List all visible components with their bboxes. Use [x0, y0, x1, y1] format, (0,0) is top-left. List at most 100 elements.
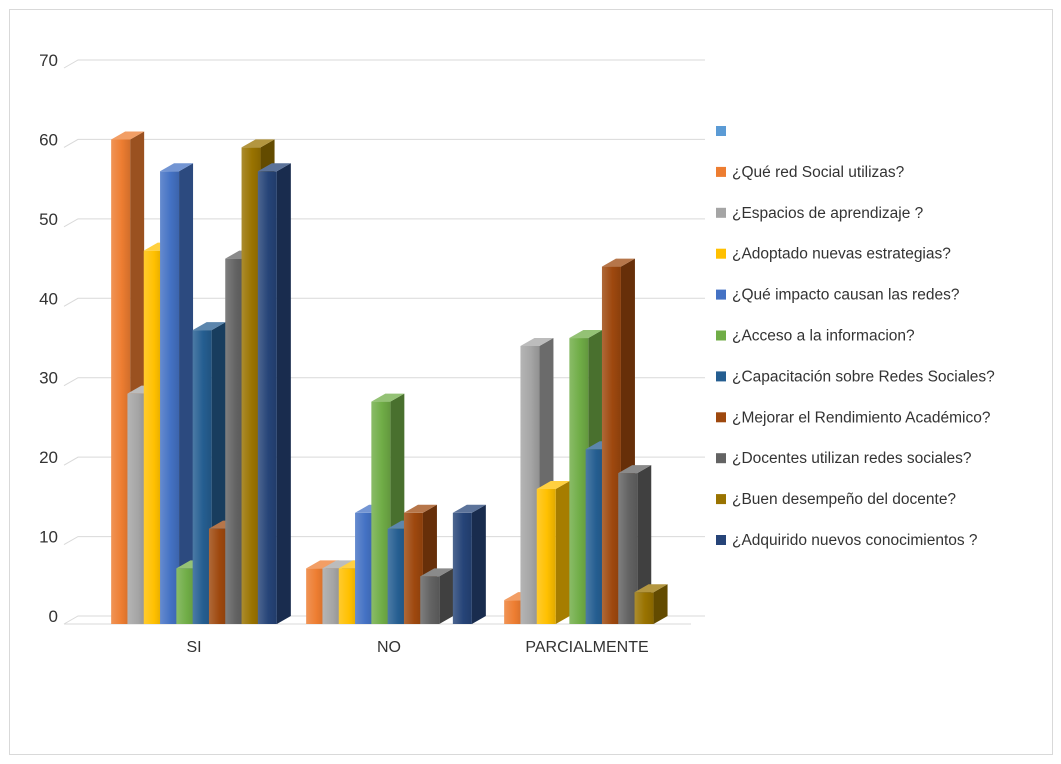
- bar-top: [322, 560, 356, 569]
- gridline: [63, 218, 705, 228]
- bar-front: [403, 512, 423, 624]
- bar-front: [585, 449, 605, 624]
- bar-front: [225, 258, 245, 624]
- gridline: [63, 615, 705, 625]
- legend: ¿Qué red Social utilizas? ¿Espacios de ap…: [716, 126, 995, 549]
- bar: [536, 480, 570, 624]
- y-axis: 0 10 20 30 40 50 60 70: [39, 51, 58, 626]
- bar: [160, 163, 194, 624]
- legend-item: ¿Acceso a la informacion?: [716, 328, 915, 345]
- bar-top: [241, 139, 275, 148]
- legend-label: ¿Adquirido nuevos conocimientos ?: [732, 532, 978, 549]
- bar-front: [634, 592, 654, 624]
- x-tick-label: NO: [377, 639, 401, 656]
- bar-side: [276, 163, 291, 624]
- bar-front: [111, 139, 131, 624]
- bar-front: [306, 568, 326, 624]
- bar-front: [322, 568, 342, 624]
- legend-label: ¿Espacios de aprendizaje ?: [732, 205, 924, 222]
- bar-top: [403, 504, 437, 513]
- bar: [618, 465, 652, 624]
- y-tick-label: 60: [39, 130, 58, 149]
- y-tick-label: 70: [39, 51, 58, 70]
- legend-item: ¿Qué impacto causan las redes?: [716, 287, 960, 304]
- legend-item: ¿Qué red Social utilizas?: [716, 164, 905, 181]
- bar-top: [634, 584, 668, 593]
- bar-top: [520, 338, 554, 346]
- legend-label: ¿Adoptado nuevas estrategias?: [732, 246, 951, 263]
- legend-swatch: [716, 412, 726, 423]
- bar-front: [257, 171, 277, 624]
- x-tick-label: PARCIALMENTE: [525, 639, 648, 656]
- bar-front: [160, 171, 180, 624]
- y-tick-label: 20: [39, 448, 58, 467]
- legend-label: ¿Capacitación sobre Redes Sociales?: [732, 368, 995, 385]
- y-tick-label: 10: [39, 528, 58, 547]
- bar-front: [618, 473, 638, 624]
- bar-front: [143, 250, 163, 624]
- legend-swatch: [716, 289, 726, 300]
- legend-item: ¿Adoptado nuevas estrategias?: [716, 246, 951, 263]
- bar-front: [536, 488, 556, 624]
- gridline: [63, 297, 705, 307]
- legend-item: [716, 126, 726, 136]
- legend-swatch: [716, 453, 726, 464]
- bar-front: [127, 393, 147, 624]
- bar: [257, 163, 291, 624]
- legend-swatch: [716, 494, 726, 505]
- bar-front: [420, 576, 440, 624]
- legend-swatch: [716, 126, 726, 136]
- y-tick-label: 0: [49, 607, 58, 626]
- legend-swatch: [716, 166, 726, 177]
- bar-top: [420, 568, 454, 577]
- bar: [420, 568, 454, 624]
- bar-side: [653, 584, 668, 624]
- bar-top: [601, 258, 635, 267]
- legend-label: ¿Docentes utilizan redes sociales?: [732, 450, 972, 467]
- bar-front: [504, 600, 524, 624]
- bar-front: [601, 266, 621, 624]
- bar-front: [520, 346, 540, 624]
- legend-label: ¿Qué impacto causan las redes?: [732, 287, 960, 304]
- x-axis: SI NO PARCIALMENTE: [186, 639, 648, 656]
- y-tick-label: 50: [39, 210, 58, 229]
- bar-top: [111, 131, 145, 140]
- bar-front: [176, 568, 196, 624]
- y-tick-label: 30: [39, 369, 58, 388]
- bar-front: [371, 401, 391, 624]
- legend-swatch: [716, 248, 726, 259]
- legend-label: ¿Buen desempeño del docente?: [732, 491, 956, 508]
- bar-top: [536, 480, 570, 489]
- bar: [634, 584, 668, 624]
- bar-side: [637, 465, 652, 624]
- legend-item: ¿Buen desempeño del docente?: [716, 491, 956, 508]
- legend-item: ¿Espacios de aprendizaje ?: [716, 205, 924, 222]
- gridline: [63, 456, 705, 466]
- bar-top: [618, 465, 652, 474]
- legend-label: ¿Qué red Social utilizas?: [732, 164, 905, 181]
- gridline: [63, 138, 705, 148]
- gridline: [63, 536, 705, 546]
- bar-front: [387, 528, 407, 624]
- bar-side: [439, 568, 454, 624]
- bar-top: [306, 560, 340, 569]
- legend-swatch: [716, 207, 726, 218]
- x-tick-label: SI: [186, 639, 201, 656]
- bar-top: [371, 393, 405, 402]
- bar-front: [569, 338, 589, 624]
- legend-swatch: [716, 371, 726, 382]
- y-tick-label: 40: [39, 289, 58, 308]
- legend-label: ¿Acceso a la informacion?: [732, 328, 915, 345]
- gridline: [63, 59, 705, 69]
- bar-top: [569, 330, 603, 339]
- bar-side: [555, 480, 570, 624]
- bar-front: [452, 512, 472, 624]
- bar-side: [471, 504, 486, 624]
- bars: [111, 131, 668, 624]
- legend-item: ¿Docentes utilizan redes sociales?: [716, 450, 972, 467]
- bar-top: [192, 322, 226, 331]
- bar-front: [338, 568, 358, 624]
- bar-top: [257, 163, 291, 172]
- legend-label: ¿Mejorar el Rendimiento Académico?: [732, 409, 991, 426]
